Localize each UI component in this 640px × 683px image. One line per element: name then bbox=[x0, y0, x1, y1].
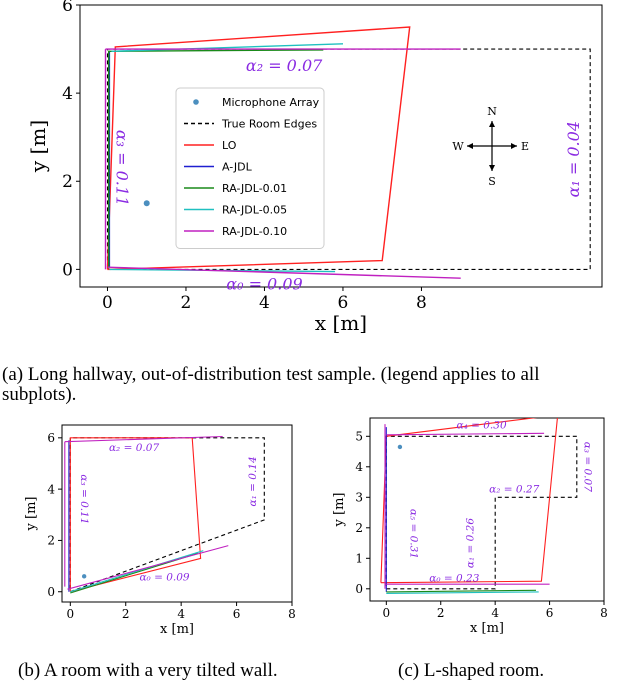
legend-label: LO bbox=[222, 139, 237, 152]
series-true-room-edges bbox=[106, 48, 591, 270]
series-ra-jdl-0-10 bbox=[64, 435, 223, 443]
legend-label: RA-JDL-0.10 bbox=[222, 225, 287, 238]
series-ra-jdl-0-05 bbox=[70, 550, 204, 593]
alpha-annotation: α₀ = 0.23 bbox=[429, 573, 479, 585]
x-tick-label: 2 bbox=[122, 607, 130, 621]
y-tick-label: 6 bbox=[47, 431, 55, 445]
series-lo bbox=[106, 26, 411, 271]
series-ra-jdl-0-05 bbox=[111, 43, 344, 52]
alpha-annotation: α₁ = 0.26 bbox=[465, 518, 477, 568]
y-tick-label: 5 bbox=[355, 430, 363, 444]
alpha-annotation: α₄ = 0.30 bbox=[456, 420, 506, 432]
y-axis-label: y [m] bbox=[332, 493, 347, 528]
compass-s-label: S bbox=[488, 175, 496, 188]
series-ra-jdl-0-01 bbox=[107, 49, 324, 269]
x-tick-label: 8 bbox=[600, 606, 608, 620]
x-tick-label: 8 bbox=[416, 293, 427, 313]
panel-b: 0 2 4 6 8 0 2 4 6 x [m] y [m] α₂ = 0.07 α₃ = 0.11 α₁ … bbox=[18, 424, 296, 681]
arrow-south-icon bbox=[489, 165, 495, 171]
arrow-west-icon bbox=[467, 143, 473, 149]
x-axis-label: x [m] bbox=[160, 622, 194, 637]
caption-a-continued: subplots). bbox=[2, 384, 76, 405]
y-tick-label: 0 bbox=[355, 582, 363, 596]
legend-label: True Room Edges bbox=[221, 118, 317, 131]
compass-e-label: E bbox=[521, 140, 529, 153]
alpha-annotation: α₀ = 0.09 bbox=[226, 274, 302, 293]
y-tick-label: 1 bbox=[355, 552, 363, 566]
x-axis-label: x [m] bbox=[470, 621, 504, 636]
series-ra-jdl-0-10 bbox=[386, 432, 545, 436]
caption-c: (c) L-shaped room. bbox=[398, 660, 544, 681]
legend-label: RA-JDL-0.05 bbox=[222, 204, 287, 217]
x-tick-label: 0 bbox=[383, 606, 391, 620]
x-tick-label: 6 bbox=[233, 607, 241, 621]
caption-a: (a) Long hallway, out-of-distribution te… bbox=[2, 364, 540, 385]
caption-b: (b) A room with a very tilted wall. bbox=[18, 660, 278, 681]
plot-frame bbox=[369, 417, 605, 602]
alpha-annotation: α₁ = 0.14 bbox=[247, 456, 259, 506]
x-tick-label: 4 bbox=[259, 293, 270, 313]
x-tick-label: 6 bbox=[338, 293, 349, 313]
x-tick-label: 6 bbox=[546, 606, 554, 620]
series-ra-jdl-0-01 bbox=[386, 589, 537, 593]
plot-area bbox=[104, 26, 591, 279]
alpha-annotation: α₃ = 0.11 bbox=[113, 130, 132, 206]
legend-label: A-JDL bbox=[222, 161, 253, 174]
y-tick-label: 4 bbox=[47, 482, 55, 496]
alpha-annotation: α₃ = 0.07 bbox=[582, 442, 594, 492]
x-tick-label: 8 bbox=[288, 607, 296, 621]
series-ra-jdl-0-10 bbox=[107, 266, 461, 279]
legend-label: Microphone Array bbox=[222, 96, 320, 109]
plot-area bbox=[380, 418, 578, 594]
arrow-north-icon bbox=[489, 121, 495, 127]
y-tick-label: 4 bbox=[355, 460, 363, 474]
x-tick-label: 2 bbox=[181, 293, 192, 313]
x-tick-label: 4 bbox=[491, 606, 499, 620]
plot-frame bbox=[79, 4, 603, 288]
legend-box bbox=[175, 87, 325, 249]
series-ra-jdl-0-10 bbox=[67, 545, 229, 590]
panel-c: 0 2 4 6 8 0 1 2 3 4 5 x [m] y [m] α₄ = 0.30 α₅ = 0.31 α… bbox=[332, 417, 608, 681]
microphone-array-point bbox=[397, 444, 403, 450]
x-tick-label: 0 bbox=[66, 607, 74, 621]
y-tick-label: 2 bbox=[47, 534, 55, 548]
compass-w-label: W bbox=[452, 140, 464, 153]
legend-label: RA-JDL-0.01 bbox=[222, 182, 287, 195]
x-tick-label: 4 bbox=[177, 607, 185, 621]
alpha-annotation: α₅ = 0.31 bbox=[408, 509, 420, 559]
y-axis-label: y [m] bbox=[24, 497, 39, 532]
series-ra-jdl-0-05 bbox=[386, 591, 539, 594]
y-tick-label: 0 bbox=[47, 585, 55, 599]
plot-frame bbox=[61, 424, 293, 603]
legend-marker bbox=[193, 99, 199, 105]
y-tick-label: 2 bbox=[62, 172, 73, 192]
legend: Microphone Array True Room Edges LO A-JDL RA… bbox=[175, 87, 325, 249]
compass-rose: N S E W bbox=[452, 105, 529, 188]
y-axis-label: y [m] bbox=[26, 120, 50, 173]
alpha-annotation: α₀ = 0.09 bbox=[139, 572, 189, 584]
microphone-array-point bbox=[143, 200, 150, 207]
alpha-annotation: α₁ = 0.04 bbox=[564, 121, 583, 197]
series-true-room-edges bbox=[69, 437, 265, 593]
x-tick-label: 2 bbox=[437, 606, 445, 620]
y-tick-label: 0 bbox=[62, 260, 73, 280]
y-tick-label: 6 bbox=[62, 0, 73, 16]
plot-area bbox=[64, 435, 265, 594]
alpha-annotation: α₂ = 0.07 bbox=[109, 442, 159, 454]
alpha-annotation: α₂ = 0.27 bbox=[489, 484, 539, 496]
y-tick-label: 4 bbox=[62, 84, 73, 104]
x-tick-label: 0 bbox=[102, 293, 113, 313]
alpha-annotation: α₃ = 0.11 bbox=[78, 474, 90, 524]
y-tick-label: 3 bbox=[355, 491, 363, 505]
y-tick-label: 2 bbox=[355, 521, 363, 535]
alpha-annotation: α₂ = 0.07 bbox=[246, 56, 323, 75]
microphone-array-point bbox=[81, 574, 87, 579]
x-axis-label: x [m] bbox=[315, 311, 367, 335]
arrow-east-icon bbox=[511, 143, 517, 149]
compass-n-label: N bbox=[487, 105, 497, 118]
